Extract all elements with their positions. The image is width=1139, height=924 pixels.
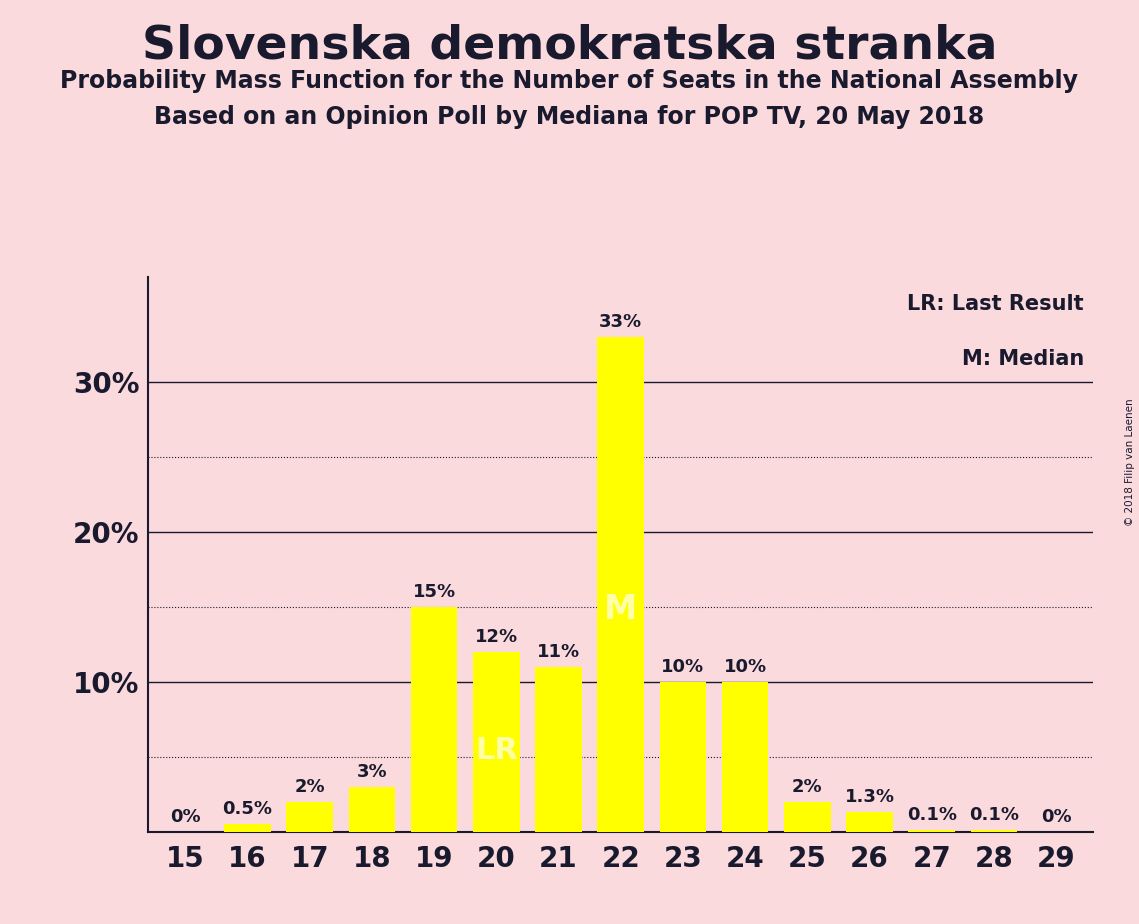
Bar	[349, 786, 395, 832]
Text: 0.1%: 0.1%	[907, 806, 957, 824]
Text: 33%: 33%	[599, 313, 642, 331]
Text: 0%: 0%	[170, 808, 200, 826]
Bar	[411, 607, 458, 832]
Text: 3%: 3%	[357, 762, 387, 781]
Bar	[659, 682, 706, 832]
Text: 10%: 10%	[662, 658, 705, 675]
Text: 0.1%: 0.1%	[969, 806, 1019, 824]
Bar	[598, 337, 644, 832]
Text: LR: Last Result: LR: Last Result	[908, 294, 1084, 314]
Text: Probability Mass Function for the Number of Seats in the National Assembly: Probability Mass Function for the Number…	[60, 69, 1079, 93]
Text: Slovenska demokratska stranka: Slovenska demokratska stranka	[141, 23, 998, 68]
Bar	[286, 802, 333, 832]
Bar	[224, 824, 271, 832]
Bar	[909, 830, 956, 832]
Bar	[535, 667, 582, 832]
Bar	[846, 812, 893, 832]
Text: M: M	[604, 592, 638, 626]
Text: 2%: 2%	[295, 778, 325, 796]
Text: 11%: 11%	[536, 643, 580, 661]
Text: 0%: 0%	[1041, 808, 1072, 826]
Bar	[722, 682, 769, 832]
Bar	[473, 651, 519, 832]
Text: 10%: 10%	[723, 658, 767, 675]
Text: 2%: 2%	[792, 778, 822, 796]
Text: 0.5%: 0.5%	[222, 800, 272, 818]
Text: Based on an Opinion Poll by Mediana for POP TV, 20 May 2018: Based on an Opinion Poll by Mediana for …	[155, 105, 984, 129]
Text: 1.3%: 1.3%	[844, 788, 894, 806]
Text: © 2018 Filip van Laenen: © 2018 Filip van Laenen	[1125, 398, 1134, 526]
Text: 12%: 12%	[475, 627, 518, 646]
Text: 15%: 15%	[412, 583, 456, 601]
Bar	[970, 830, 1017, 832]
Text: LR: LR	[475, 736, 518, 765]
Text: M: Median: M: Median	[961, 349, 1084, 370]
Bar	[784, 802, 830, 832]
